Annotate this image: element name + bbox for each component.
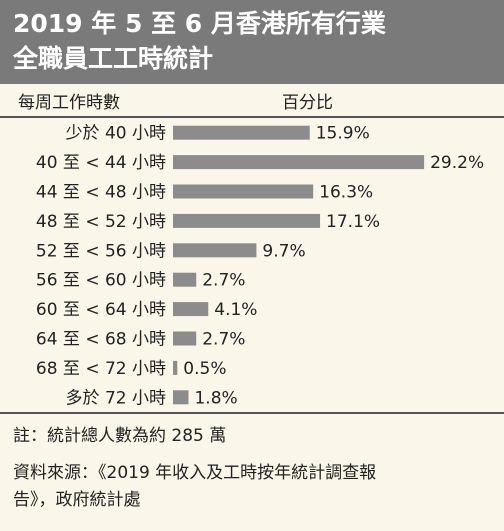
source-line-1: 資料來源：《2019 年收入及工時按年統計調查報 bbox=[13, 463, 377, 483]
bar bbox=[173, 331, 197, 346]
category-label: 44 至 < 48 小時 bbox=[36, 183, 166, 203]
bar bbox=[173, 213, 321, 228]
bar-chart: 少於 40 小時 15.9% 40 至 < 44 小時 29.2% 44 至 < 48 … bbox=[36, 124, 484, 409]
category-label: 64 至 < 68 小時 bbox=[36, 330, 166, 350]
value-label: 29.2% bbox=[430, 153, 484, 173]
bar bbox=[173, 243, 257, 258]
value-label: 1.8% bbox=[194, 388, 237, 408]
category-label: 少於 40 小時 bbox=[66, 124, 166, 144]
value-label: 2.7% bbox=[202, 271, 245, 291]
value-label: 16.3% bbox=[319, 183, 373, 203]
bar bbox=[173, 302, 209, 317]
footer-divider bbox=[0, 412, 504, 414]
bar bbox=[173, 184, 314, 199]
category-label: 多於 72 小時 bbox=[66, 388, 166, 408]
chart-title-line-2: 全職員工工時統計 bbox=[13, 44, 214, 73]
value-label: 17.1% bbox=[326, 212, 380, 232]
value-label: 9.7% bbox=[262, 241, 305, 261]
category-label: 56 至 < 60 小時 bbox=[36, 271, 166, 291]
category-label: 40 至 < 44 小時 bbox=[36, 153, 166, 173]
bar bbox=[173, 125, 310, 140]
value-label: 0.5% bbox=[183, 359, 226, 379]
value-label: 15.9% bbox=[316, 124, 370, 144]
bar bbox=[173, 272, 197, 287]
category-label: 48 至 < 52 小時 bbox=[36, 212, 166, 232]
chart-title-line-1: 2019 年 5 至 6 月香港所有行業 bbox=[13, 9, 386, 38]
value-label: 4.1% bbox=[214, 300, 257, 320]
title-banner: 2019 年 5 至 6 月香港所有行業 全職員工工時統計 bbox=[0, 0, 504, 84]
header-divider bbox=[0, 116, 504, 118]
column-header-percent: 百分比 bbox=[282, 93, 333, 113]
bar bbox=[173, 155, 425, 170]
value-label: 2.7% bbox=[202, 330, 245, 350]
bar bbox=[173, 360, 178, 375]
bar bbox=[173, 390, 189, 405]
category-label: 60 至 < 64 小時 bbox=[36, 300, 166, 320]
column-header-hours: 每周工作時數 bbox=[18, 93, 120, 113]
category-label: 68 至 < 72 小時 bbox=[36, 359, 166, 379]
category-label: 52 至 < 56 小時 bbox=[36, 241, 166, 261]
source-line-2: 告》，政府統計處 bbox=[13, 490, 141, 510]
footnote: 註：統計總人數為約 285 萬 bbox=[13, 426, 227, 446]
